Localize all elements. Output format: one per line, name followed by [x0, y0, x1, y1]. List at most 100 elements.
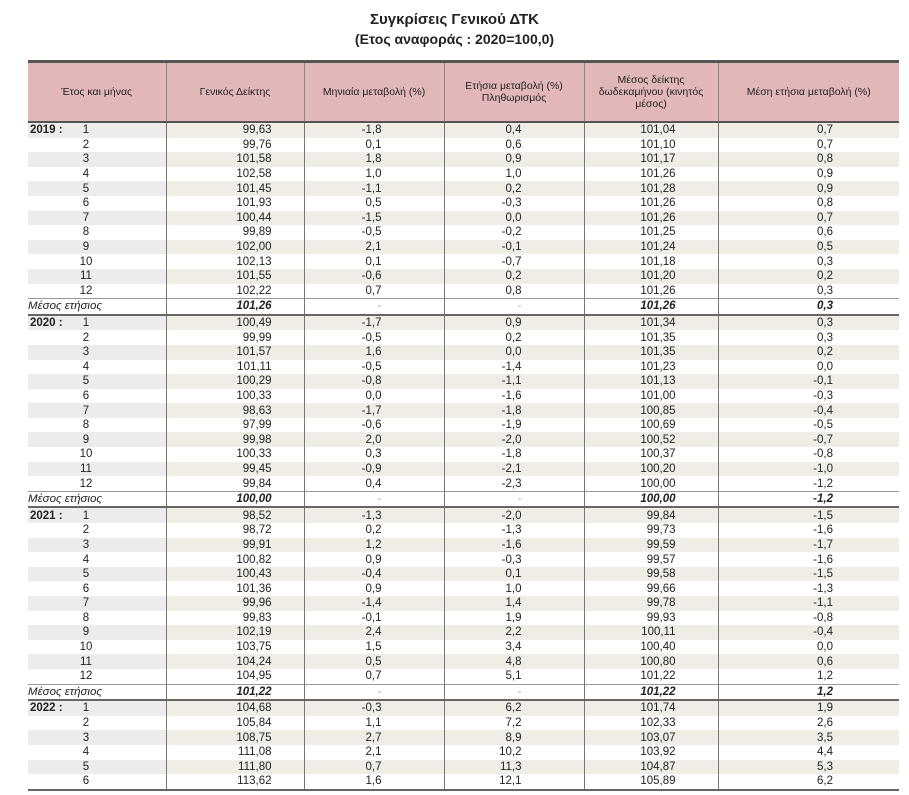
table-row: 5 100,29 -0,8 -1,1 101,13 -0,1 [28, 374, 899, 389]
table-row: 6 101,93 0,5 -0,3 101,26 0,8 [28, 195, 899, 211]
average-annual-change-cell: 0,9 [717, 166, 899, 182]
general-index-cell: 104,68 [165, 699, 304, 716]
monthly-change-cell: 0,7 [303, 759, 444, 775]
general-index-cell: 100,43 [165, 566, 304, 582]
month-label: 11 [80, 462, 92, 475]
general-index-cell: 101,45 [165, 181, 304, 196]
period-cell: 7 [28, 596, 166, 611]
average-annual-change-cell: 0,2 [717, 344, 899, 360]
month-label: 2 [82, 331, 90, 344]
monthly-change-cell: -1,4 [303, 596, 444, 611]
monthly-change-cell: 0,4 [303, 476, 444, 492]
general-index-cell: 100,49 [165, 313, 304, 331]
general-index-cell: 101,55 [165, 268, 304, 284]
12-month-average-cell: 99,73 [583, 523, 718, 538]
average-annual-change-cell: 1,9 [717, 699, 899, 716]
average-annual-change-cell: -1,2 [717, 476, 899, 492]
annual-change-cell: 12,1 [443, 774, 584, 791]
average-annual-change-mean-cell: 0,3 [717, 298, 899, 315]
monthly-change-cell: 1,1 [303, 715, 444, 731]
period-cell: 6 [28, 774, 166, 791]
12-month-average-cell: 100,52 [583, 432, 718, 448]
header-monthly-change: Μηνιαία μεταβολή (%) [303, 61, 444, 123]
annual-change-cell: -1,8 [443, 447, 584, 462]
month-label: 6 [82, 775, 90, 788]
annual-change-cell: -1,3 [443, 523, 584, 538]
table-row: 3 108,75 2,7 8,9 103,07 3,5 [28, 730, 899, 745]
period-cell: 3 [28, 344, 166, 360]
table-row: 4 100,82 0,9 -0,3 99,57 -1,6 [28, 552, 899, 567]
period-cell: 9 [28, 239, 166, 255]
monthly-change-cell: 0,5 [303, 654, 444, 669]
mean-label: Μέσος ετήσιος [28, 298, 166, 315]
12-month-average-cell: 101,22 [583, 668, 718, 685]
annual-change-cell: 0,9 [443, 152, 584, 167]
monthly-change-cell: -0,4 [303, 566, 444, 582]
12-month-average-cell: 100,11 [583, 625, 718, 640]
period-cell: 9 [28, 625, 166, 640]
annual-change-cell: -1,1 [443, 374, 584, 389]
monthly-change-mean-cell: - [303, 298, 444, 315]
month-label: 8 [82, 226, 90, 239]
12-month-average-cell: 99,58 [583, 566, 718, 582]
12-month-average-cell: 100,85 [583, 403, 718, 418]
table-row: 7 99,96 -1,4 1,4 99,78 -1,1 [28, 596, 899, 611]
table-row: 6 101,36 0,9 1,0 99,66 -1,3 [28, 581, 899, 596]
12-month-average-cell: 100,20 [583, 461, 718, 477]
period-cell: 2 [28, 523, 166, 538]
period-cell: 3 [28, 152, 166, 167]
general-index-cell: 111,80 [165, 759, 304, 775]
monthly-change-cell: 0,5 [303, 195, 444, 211]
period-cell: 11 [28, 461, 166, 477]
general-index-cell: 102,13 [165, 254, 304, 269]
header-row: Έτος και μήνας Γενικός Δείκτης Μηνιαία μ… [28, 61, 899, 123]
general-index-cell: 100,82 [165, 552, 304, 567]
period-cell: 5 [28, 374, 166, 389]
period-cell: 2019 : 1 [28, 121, 166, 138]
average-annual-change-cell: 2,6 [717, 715, 899, 731]
table-row: 2022 : 1 104,68 -0,3 6,2 101,74 1,9 [28, 699, 899, 716]
general-index-mean-cell: 101,26 [165, 298, 304, 315]
monthly-change-cell: -1,7 [303, 403, 444, 418]
12-month-average-cell: 101,74 [583, 699, 718, 716]
general-index-cell: 99,89 [165, 225, 304, 240]
12-month-average-cell: 101,26 [583, 283, 718, 299]
monthly-change-cell: 0,2 [303, 523, 444, 538]
general-index-cell: 101,58 [165, 152, 304, 167]
general-index-cell: 99,45 [165, 461, 304, 477]
general-index-cell: 99,98 [165, 432, 304, 448]
average-annual-change-cell: 0,7 [717, 137, 899, 153]
general-index-cell: 104,95 [165, 668, 304, 685]
table-row: 2021 : 1 98,52 -1,3 -2,0 99,84 -1,5 [28, 506, 899, 524]
average-annual-change-cell: 0,8 [717, 195, 899, 211]
period-cell: 4 [28, 745, 166, 760]
month-label: 7 [82, 404, 90, 417]
average-annual-change-cell: -0,4 [717, 403, 899, 418]
general-index-cell: 98,63 [165, 403, 304, 418]
table-row: 7 100,44 -1,5 0,0 101,26 0,7 [28, 210, 899, 226]
annual-change-cell: 0,0 [443, 344, 584, 360]
table-row: 10 102,13 0,1 -0,7 101,18 0,3 [28, 254, 899, 269]
annual-change-cell: 7,2 [443, 715, 584, 731]
annual-change-cell: -2,3 [443, 476, 584, 492]
monthly-change-cell: 2,7 [303, 730, 444, 745]
average-annual-change-cell: 4,4 [717, 744, 899, 760]
annual-change-cell: -1,8 [443, 403, 584, 418]
monthly-change-cell: -0,1 [303, 610, 444, 626]
period-cell: 4 [28, 360, 166, 375]
table-row: 5 100,43 -0,4 0,1 99,58 -1,5 [28, 566, 899, 582]
annual-change-cell: 0,1 [443, 566, 584, 582]
annual-change-cell: 0,8 [443, 283, 584, 299]
page-subtitle: (Ετος αναφοράς : 2020=100,0) [354, 31, 555, 47]
month-label: 4 [82, 168, 90, 181]
average-annual-change-cell: 0,3 [717, 330, 899, 345]
period-cell: 10 [28, 254, 166, 269]
period-cell: 2 [28, 138, 166, 153]
general-index-cell: 101,93 [165, 195, 304, 211]
year-label: 2021 : [30, 509, 63, 522]
average-annual-change-cell: 0,3 [717, 283, 899, 299]
12-month-average-cell: 100,40 [583, 639, 718, 655]
table-row: 2 98,72 0,2 -1,3 99,73 -1,6 [28, 523, 899, 538]
12-month-average-cell: 99,78 [583, 596, 718, 611]
period-cell: 8 [28, 418, 166, 433]
